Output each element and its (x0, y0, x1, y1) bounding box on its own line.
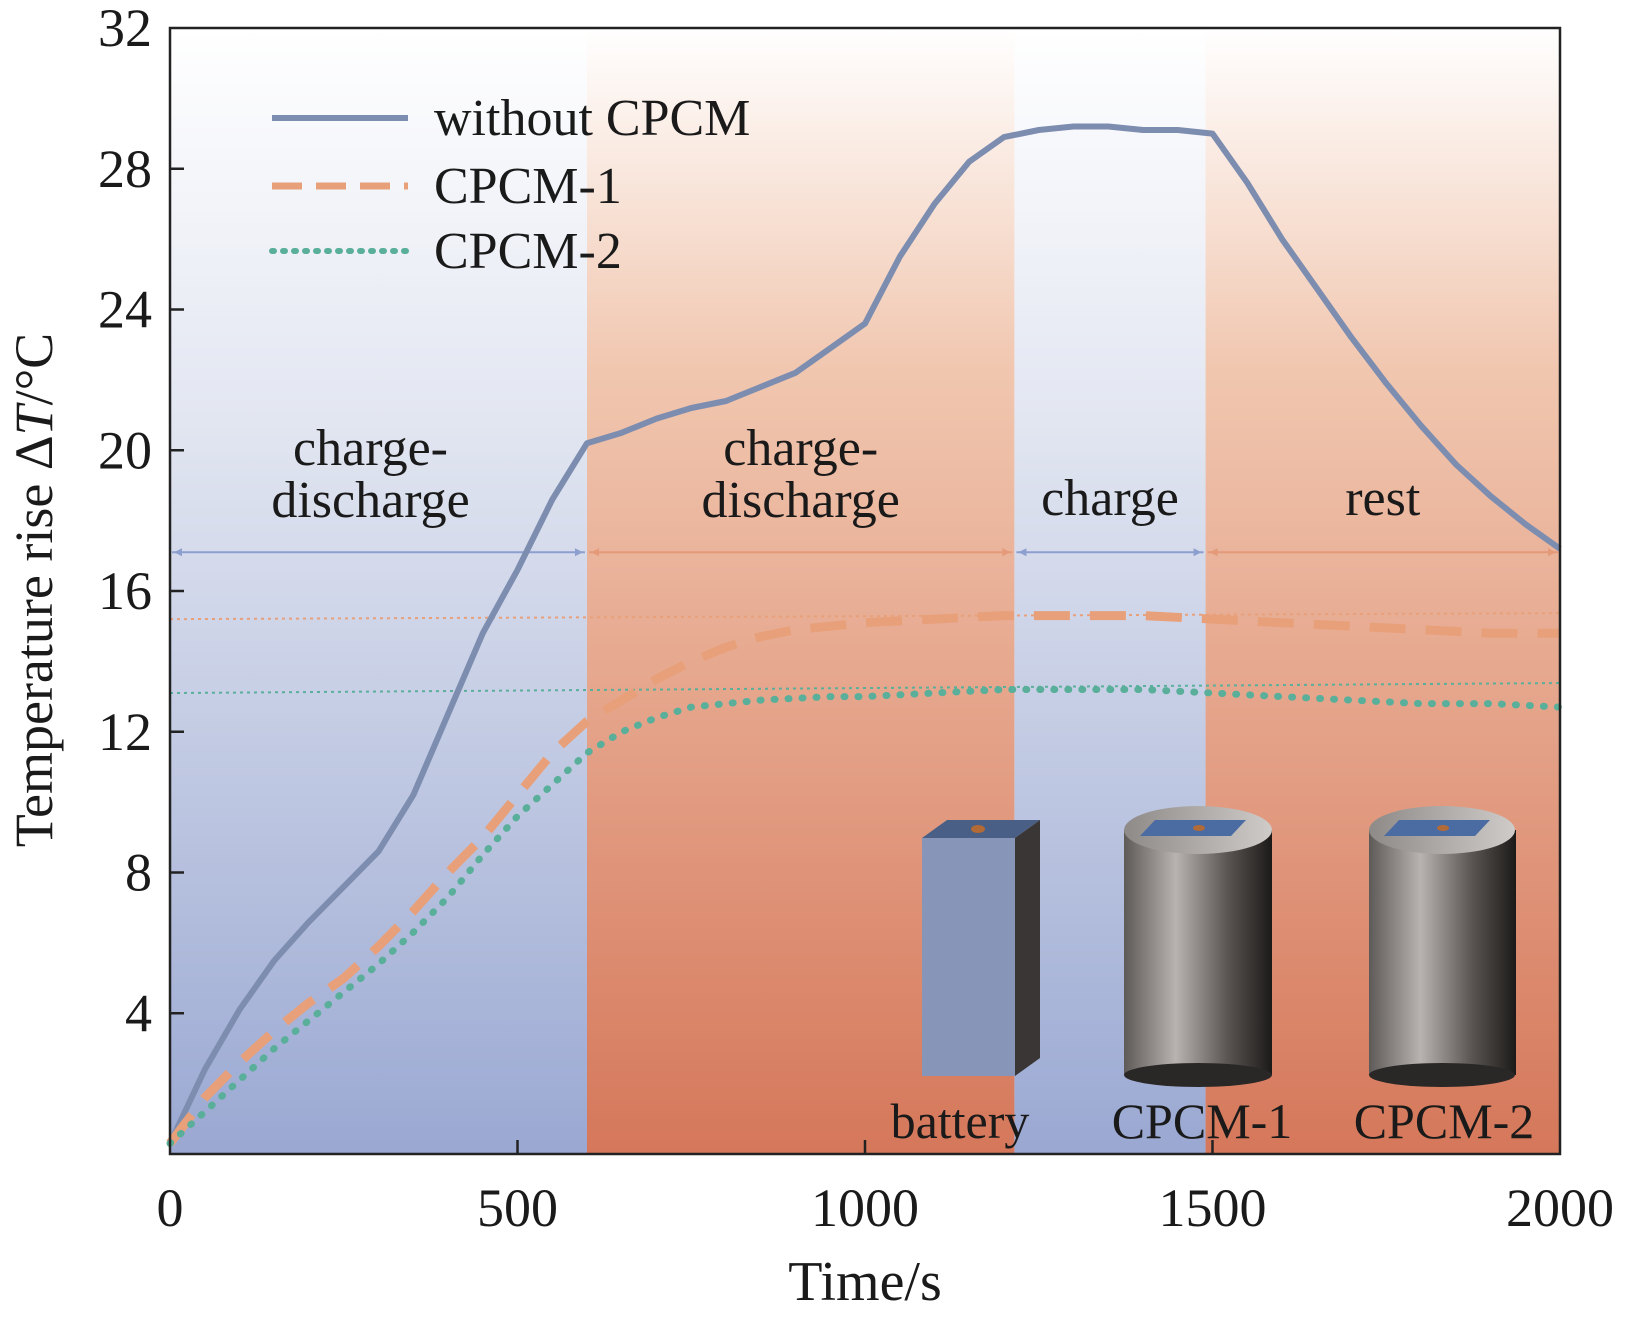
legend-label-without-cpcm: without CPCM (434, 90, 750, 147)
y-axis-title-unit: /°C (4, 333, 64, 406)
cpcm-2-illustration (1369, 806, 1516, 1087)
phase-divider-arrows (172, 548, 1558, 557)
phase-label-2-line-2: discharge (702, 472, 900, 529)
phase-label-4-line-1: rest (1345, 470, 1421, 527)
legend-label-cpcm-2: CPCM-2 (434, 223, 622, 280)
data-series (166, 123, 1564, 1147)
y-tick-label-24: 24 (98, 280, 152, 340)
phase-label-1-line-1: charge- (293, 420, 448, 477)
inset-label-cpcm-1: CPCM-1 (1112, 1093, 1293, 1149)
phase-arrowhead (174, 548, 182, 557)
reference-lines (169, 612, 1561, 695)
reference-line-2 (169, 682, 1561, 695)
phase-arrowhead (1209, 548, 1218, 557)
x-axis-title: Time/s (788, 1251, 942, 1313)
x-tick-label-1000: 1000 (811, 1178, 919, 1238)
x-tick-label-0: 0 (157, 1178, 184, 1238)
axis-ticks: 0 500 1000 1500 2000 4 8 12 16 20 24 28 32 (98, 0, 1614, 1238)
inset-label-cpcm-2: CPCM-2 (1354, 1093, 1535, 1149)
battery-module-illustrations: battery CPCM-1 CPCM-2 (891, 806, 1535, 1149)
y-axis-title-prefix: Temperature rise Δ (4, 435, 64, 847)
phase-arrowhead (575, 548, 583, 557)
series-line-cpcm-2 (166, 686, 1564, 1147)
y-tick-label-28: 28 (98, 139, 152, 199)
y-tick-label-20: 20 (98, 420, 152, 480)
legend-label-cpcm-1: CPCM-1 (434, 158, 622, 215)
phase-label-2-line-1: charge- (723, 420, 878, 477)
phase-arrowhead (1193, 548, 1202, 557)
phase-arrowhead (1018, 548, 1027, 557)
x-tick-label-1500: 1500 (1159, 1178, 1267, 1238)
y-tick-label-8: 8 (125, 843, 152, 903)
phase-arrowhead (1548, 548, 1556, 557)
cpcm-1-illustration (1124, 806, 1272, 1087)
series-line-cpcm-1 (166, 611, 1560, 1147)
y-tick-label-16: 16 (98, 561, 152, 621)
y-tick-label-4: 4 (125, 983, 152, 1043)
y-tick-label-32: 32 (98, 0, 152, 58)
phase-band-1 (170, 28, 587, 1154)
y-axis-title-symbol: T (4, 401, 64, 435)
phase-backgrounds (170, 28, 1560, 1154)
y-axis-title: Temperature rise ΔT/°C (4, 333, 64, 847)
phase-label-1-line-2: discharge (271, 472, 469, 529)
phase-arrowhead (1002, 548, 1011, 557)
inset-label-battery: battery (891, 1093, 1030, 1149)
battery-illustration (922, 820, 1040, 1076)
x-tick-label-2000: 2000 (1506, 1178, 1614, 1238)
phase-label-3-line-1: charge (1041, 470, 1179, 527)
series-line-without-cpcm (167, 123, 1562, 1145)
reference-line-1 (169, 612, 1561, 621)
phase-arrowhead (591, 548, 599, 557)
x-tick-label-500: 500 (477, 1178, 558, 1238)
y-tick-label-12: 12 (98, 702, 152, 762)
legend: without CPCM CPCM-1 CPCM-2 (269, 90, 750, 280)
